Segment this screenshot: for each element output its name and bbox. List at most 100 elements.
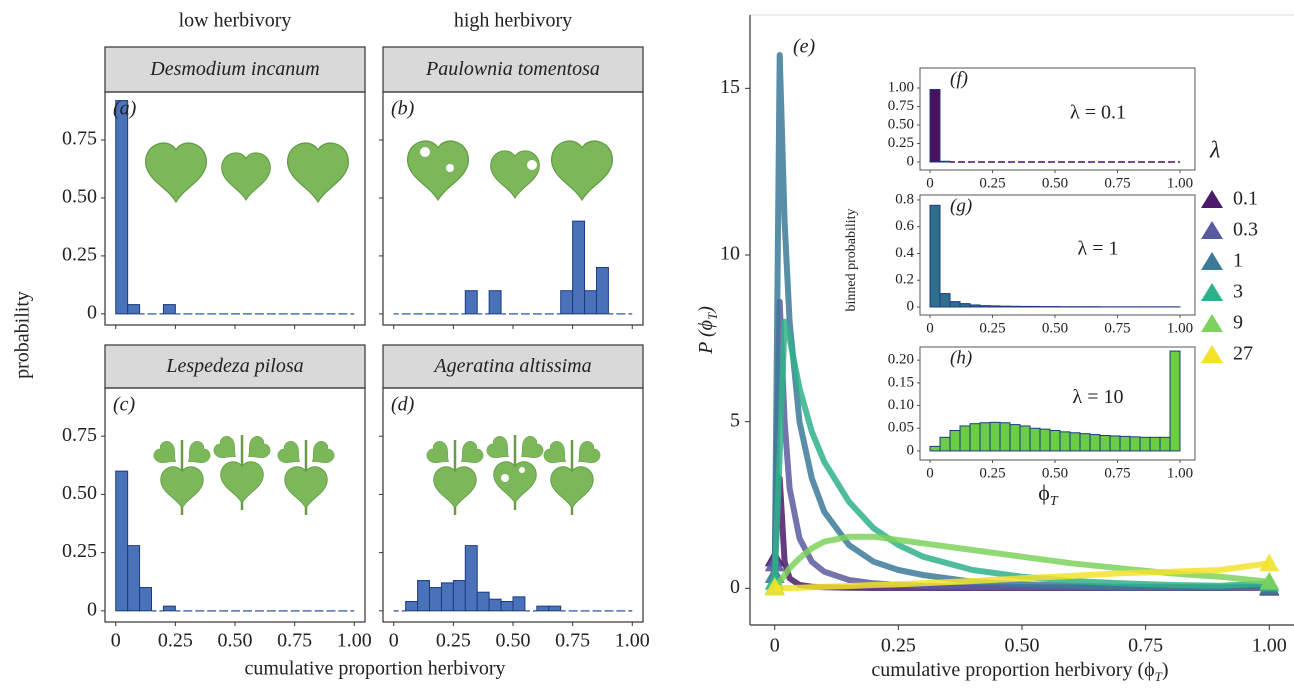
y-axis-label: probability (12, 291, 34, 379)
annotation: λ = 0.1 (1070, 102, 1126, 124)
inset-frame (919, 67, 1196, 171)
plant (541, 439, 603, 515)
plant (211, 434, 273, 510)
inset-y-label: binned probability (844, 208, 859, 311)
leaf (490, 150, 540, 199)
y-tick-label: 0 (907, 442, 915, 458)
bar (989, 421, 1001, 452)
x-tick-label: 0.50 (1042, 320, 1068, 336)
bar (1019, 305, 1031, 308)
x-tick-label: 0.75 (1104, 175, 1130, 191)
panel-label: (f) (950, 68, 968, 89)
y-axis-label: P (ϕT) (695, 306, 720, 355)
x-tick-label: 0 (770, 635, 780, 657)
bar (929, 204, 941, 308)
panel-label: (g) (950, 195, 972, 216)
y-tick-label: 0.75 (62, 128, 97, 150)
y-tick-label: 0.10 (888, 397, 914, 413)
legend-label: 9 (1233, 312, 1243, 334)
bar (1079, 433, 1091, 452)
bar (959, 425, 971, 452)
y-tick-label: 5 (730, 409, 740, 431)
bar (500, 601, 514, 612)
x-tick-label: 1.00 (1167, 175, 1193, 191)
x-tick-label: 0.75 (277, 630, 312, 652)
y-tick-label: 0.25 (62, 540, 97, 562)
leaf-hole (527, 160, 537, 170)
density-line (774, 560, 1270, 591)
x-tick-label: 0.50 (1042, 175, 1068, 191)
bar (1039, 428, 1051, 452)
x-axis-label-part: cumulative proportion herbivory (ϕ (871, 659, 1154, 681)
legend-label: 0.3 (1233, 219, 1258, 241)
inset-frame (919, 194, 1196, 316)
panel-label: (e) (793, 36, 816, 58)
bar (429, 587, 442, 612)
y-tick-label: 0.50 (888, 116, 914, 132)
plant (424, 439, 486, 515)
bar (139, 587, 153, 612)
bar (476, 591, 490, 612)
x-axis-label: cumulative proportion herbivory (244, 658, 505, 680)
column-title: low herbivory (179, 10, 292, 32)
bar (929, 88, 941, 163)
bar (405, 601, 419, 612)
end-marker (764, 577, 785, 596)
bar (595, 267, 609, 315)
bar (1169, 350, 1181, 452)
bar (1119, 435, 1131, 452)
bar (939, 160, 951, 163)
y-tick-label: 0.2 (895, 272, 914, 288)
bar (959, 303, 971, 308)
y-tick-label: 0.05 (888, 420, 914, 436)
x-tick-label: 0.50 (1005, 635, 1040, 657)
inset-x-label-part: T (1050, 494, 1059, 509)
y-tick-label: 10 (720, 243, 740, 265)
y-tick-label: 0.6 (895, 218, 914, 234)
bar (1029, 305, 1041, 308)
leaf-hole (501, 474, 509, 482)
end-marker (1259, 571, 1280, 590)
y-axis-label-part: P (ϕ (695, 320, 717, 355)
x-tick-label: 1.00 (1167, 320, 1193, 336)
bar (572, 220, 586, 315)
legend-title: λ (1209, 138, 1220, 164)
bar (127, 304, 141, 315)
bar (417, 580, 431, 612)
y-tick-label: 0.15 (888, 374, 914, 390)
leaf (144, 142, 208, 203)
bar (939, 436, 951, 452)
bar (560, 290, 574, 315)
y-tick-label: 0.50 (62, 186, 97, 208)
panel-title: Paulownia tomentosa (425, 58, 600, 80)
x-tick-label: 0.25 (881, 635, 916, 657)
leaf-hole (446, 164, 454, 172)
x-tick-label: 0.25 (979, 175, 1005, 191)
panel-label: (d) (391, 394, 415, 416)
y-tick-label: 0.25 (62, 244, 97, 266)
panel-frame (104, 91, 366, 326)
legend-marker (1201, 252, 1223, 270)
bar (949, 301, 961, 308)
x-axis-label: cumulative proportion herbivory (ϕT) (871, 659, 1168, 684)
legend-label: 1 (1233, 250, 1243, 272)
bar (1029, 427, 1041, 452)
legend-marker (1201, 345, 1223, 363)
bar (115, 100, 129, 315)
bar (127, 545, 141, 612)
bar (999, 305, 1011, 308)
y-tick-label: 0 (907, 298, 915, 314)
panel-label: (b) (391, 98, 415, 120)
y-tick-label: 0.4 (895, 245, 914, 261)
bar (1159, 436, 1171, 452)
panel-label: (c) (113, 394, 136, 416)
legend-marker (1201, 314, 1223, 332)
bar (584, 290, 597, 315)
bar (969, 304, 981, 308)
bar (989, 305, 1001, 308)
bar (969, 423, 981, 452)
x-tick-label: 0 (389, 630, 399, 652)
x-tick-label: 0.75 (555, 630, 590, 652)
bar (536, 605, 550, 612)
bar (488, 290, 502, 315)
